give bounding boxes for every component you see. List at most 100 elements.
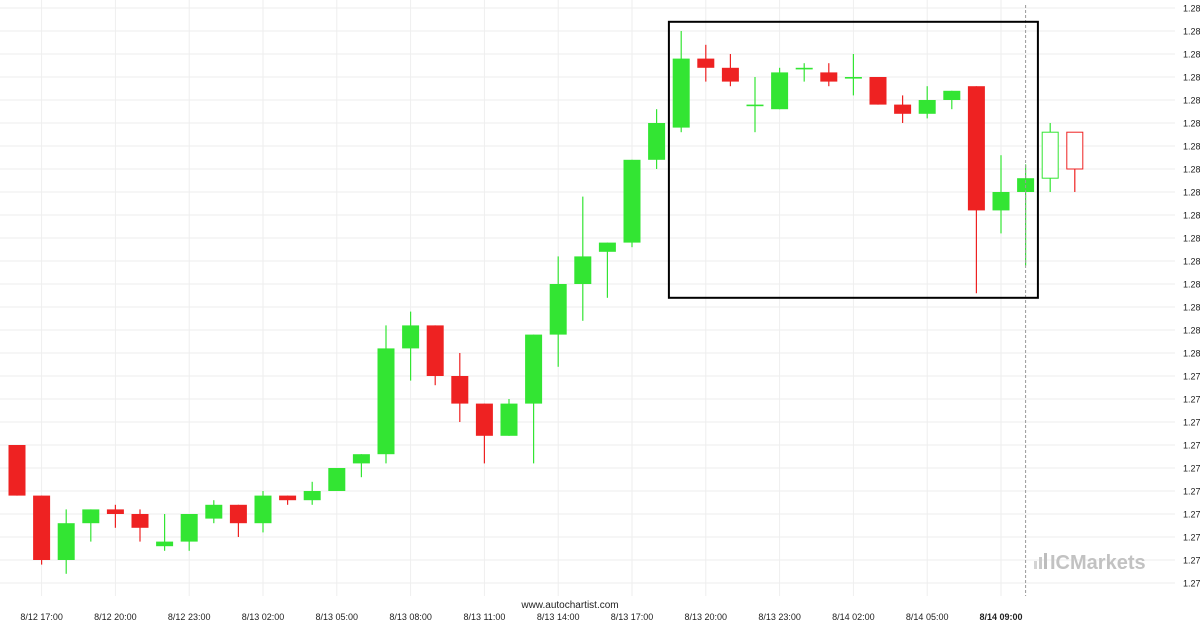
candle-body bbox=[623, 159, 641, 243]
candle-body bbox=[131, 514, 149, 528]
candle-body bbox=[697, 58, 715, 68]
candle-body bbox=[156, 541, 174, 547]
candle-body bbox=[844, 77, 862, 79]
x-tick-label: 8/13 20:00 bbox=[685, 612, 728, 622]
candle-bullish bbox=[844, 54, 862, 96]
candle-bearish bbox=[426, 325, 444, 386]
y-tick-label: 1.2824 bbox=[1183, 257, 1200, 267]
candle-body bbox=[426, 325, 444, 376]
candle-bullish bbox=[525, 334, 543, 464]
candle-body bbox=[106, 509, 124, 514]
candle-body bbox=[82, 509, 100, 524]
candle-bullish bbox=[402, 311, 420, 381]
y-tick-label: 1.2854 bbox=[1183, 119, 1200, 129]
y-tick-label: 1.2804 bbox=[1183, 349, 1200, 359]
x-tick-label: 8/13 02:00 bbox=[242, 612, 285, 622]
candle-body bbox=[721, 67, 739, 82]
candle-bullish bbox=[303, 481, 321, 505]
candle-bullish bbox=[377, 325, 395, 464]
candle-bullish bbox=[598, 242, 616, 298]
candle-bullish bbox=[574, 196, 592, 321]
candle-bearish bbox=[475, 403, 493, 464]
candle-bearish bbox=[721, 54, 739, 87]
y-tick-label: 1.2844 bbox=[1183, 165, 1200, 175]
candle-bearish bbox=[279, 495, 297, 505]
candle-body bbox=[377, 348, 395, 455]
candle-bullish bbox=[352, 454, 370, 478]
y-tick-label: 1.2879 bbox=[1183, 4, 1200, 14]
candle-body bbox=[549, 284, 567, 335]
y-tick-label: 1.2799 bbox=[1183, 372, 1200, 382]
candle-body bbox=[451, 376, 469, 404]
y-axis: 1.2754 1.2759 1.2764 1.2769 1.2774 1.2779 1.27… bbox=[1183, 4, 1200, 589]
y-tick-label: 1.2829 bbox=[1183, 234, 1200, 244]
x-tick-label: 8/12 20:00 bbox=[94, 612, 137, 622]
candle-bullish bbox=[549, 256, 567, 367]
x-tick-label: 8/13 11:00 bbox=[463, 612, 505, 622]
candle-bullish bbox=[500, 399, 518, 436]
candle-body bbox=[525, 334, 543, 404]
x-tick-label: 8/13 14:00 bbox=[537, 612, 580, 622]
candle-bullish bbox=[943, 90, 961, 110]
candle-bullish bbox=[82, 509, 100, 542]
y-tick-label: 1.2754 bbox=[1183, 579, 1200, 589]
x-tick-label: 8/13 23:00 bbox=[758, 612, 801, 622]
y-tick-label: 1.2814 bbox=[1183, 303, 1200, 313]
candle-bearish bbox=[869, 77, 887, 105]
candle-bullish bbox=[57, 509, 75, 574]
x-tick-label: 8/14 05:00 bbox=[906, 612, 949, 622]
x-tick-label: 8/12 23:00 bbox=[168, 612, 211, 622]
y-tick-label: 1.2779 bbox=[1183, 464, 1200, 474]
candle-body bbox=[746, 104, 764, 107]
y-tick-label: 1.2864 bbox=[1183, 73, 1200, 83]
x-tick-label: 8/13 17:00 bbox=[611, 612, 654, 622]
x-tick-label: 8/13 05:00 bbox=[316, 612, 359, 622]
candle-bullish bbox=[254, 491, 272, 533]
candle-bearish bbox=[131, 509, 149, 542]
y-tick-label: 1.2849 bbox=[1183, 142, 1200, 152]
candle-body bbox=[402, 325, 420, 349]
y-tick-label: 1.2874 bbox=[1183, 27, 1200, 37]
source-url: www.autochartist.com bbox=[520, 600, 618, 611]
candle-body bbox=[795, 67, 813, 70]
candle-bullish bbox=[180, 514, 198, 551]
candle-body bbox=[475, 403, 493, 436]
y-tick-label: 1.2839 bbox=[1183, 188, 1200, 198]
candle-bullish bbox=[795, 63, 813, 82]
candle-bearish bbox=[8, 445, 26, 496]
candle-bearish bbox=[1066, 131, 1084, 192]
pattern-box bbox=[667, 20, 1039, 299]
candle-body bbox=[648, 123, 666, 160]
candle-bearish bbox=[33, 495, 51, 565]
candle-bullish bbox=[672, 31, 690, 133]
candle-bearish bbox=[451, 353, 469, 422]
x-tick-label: 8/14 09:00 bbox=[979, 612, 1022, 622]
y-tick-label: 1.2819 bbox=[1183, 280, 1200, 290]
candle-body bbox=[918, 100, 936, 114]
candle-body bbox=[229, 504, 247, 524]
candle-bearish bbox=[106, 504, 124, 528]
candle-body bbox=[205, 504, 223, 519]
candle-bearish bbox=[229, 504, 247, 537]
candle-body bbox=[180, 514, 198, 542]
candle-bullish bbox=[205, 500, 223, 524]
candle-bearish bbox=[967, 86, 985, 294]
y-tick-label: 1.2834 bbox=[1183, 211, 1200, 221]
x-tick-label: 8/14 02:00 bbox=[832, 612, 875, 622]
candle-bullish bbox=[918, 86, 936, 119]
candle-bullish bbox=[648, 109, 666, 169]
candle-body bbox=[967, 86, 985, 211]
candle-body bbox=[254, 495, 272, 524]
brand-logo-icon bbox=[1034, 553, 1047, 569]
pattern-overlay bbox=[667, 5, 1039, 596]
candle-body bbox=[672, 58, 690, 128]
candle-bullish bbox=[992, 155, 1010, 234]
candle-bullish bbox=[328, 468, 346, 491]
candle-body bbox=[894, 104, 912, 114]
y-tick-label: 1.2809 bbox=[1183, 326, 1200, 336]
x-tick-label: 8/13 08:00 bbox=[389, 612, 432, 622]
candle-body bbox=[33, 495, 51, 560]
y-tick-label: 1.2774 bbox=[1183, 487, 1200, 497]
